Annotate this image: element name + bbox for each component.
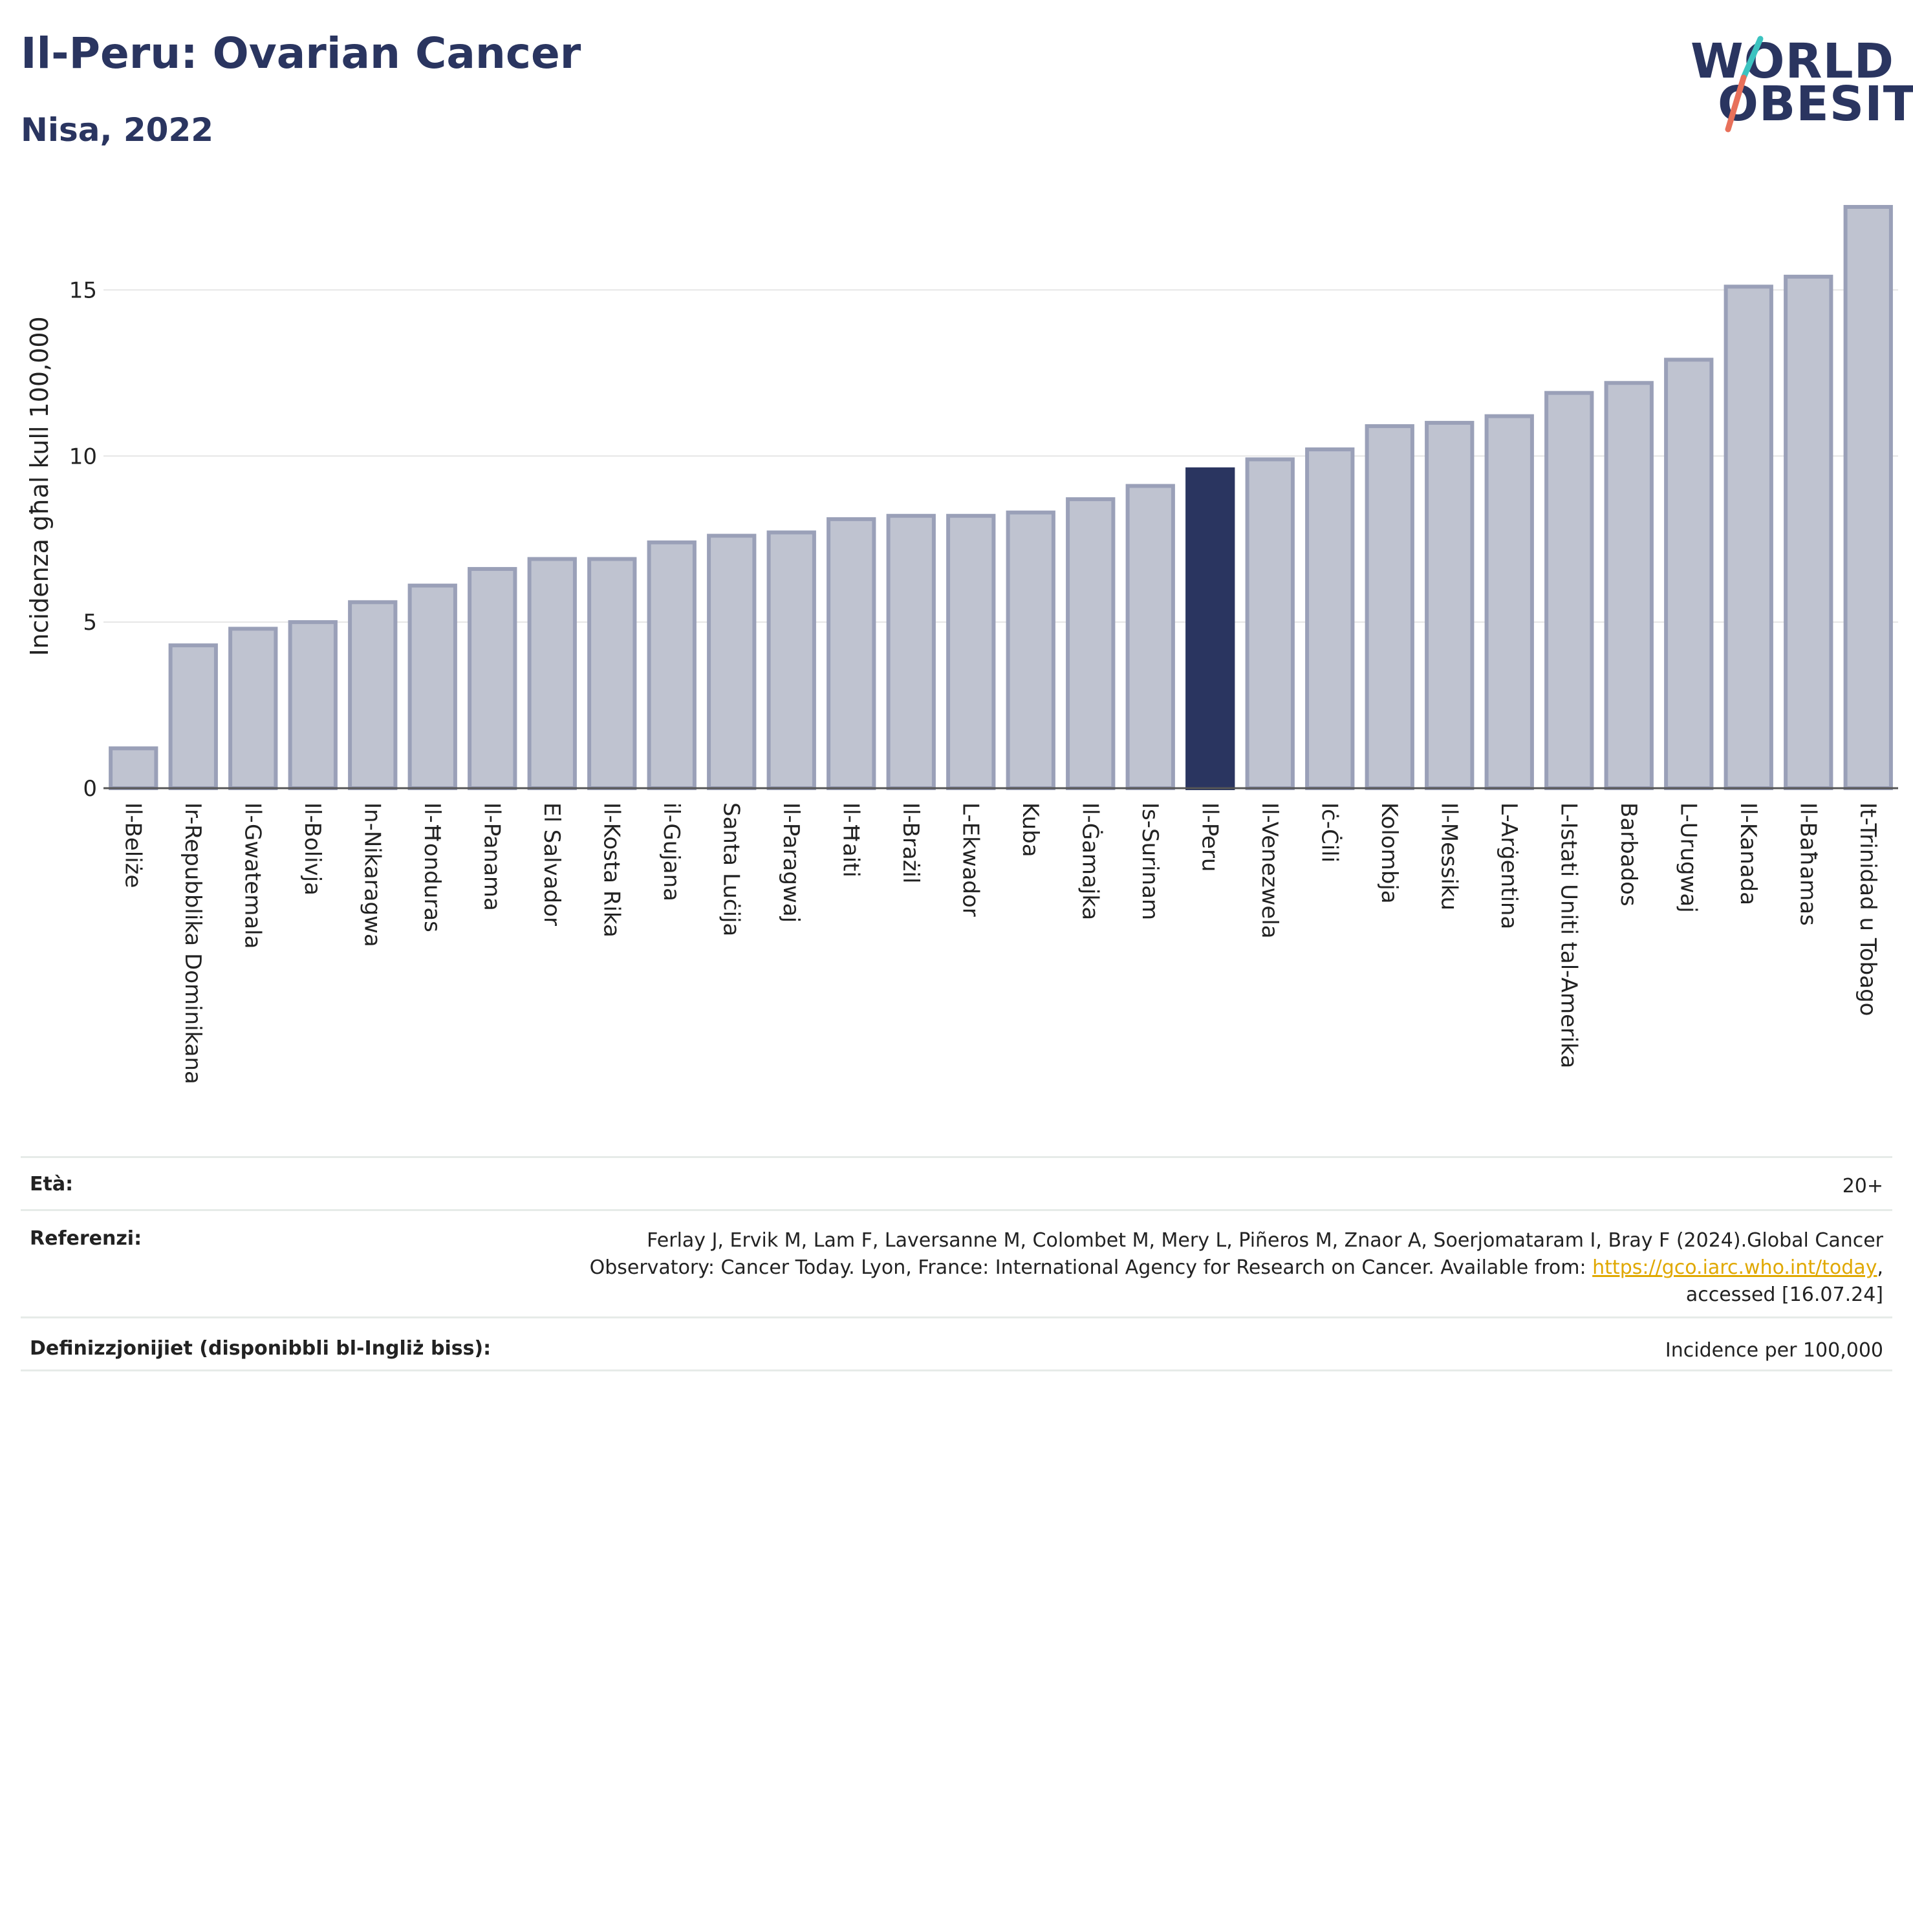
x-tick-label: Il-Panama <box>479 802 504 911</box>
y-tick-label: 10 <box>69 444 97 469</box>
x-tick-label: It-Trinidad u Tobago <box>1855 802 1881 1016</box>
bar <box>827 517 876 790</box>
x-tick-label: Il-Kanada <box>1735 802 1761 905</box>
chart-bars <box>109 205 1893 791</box>
definitions-value: Incidence per 100,000 <box>1665 1339 1883 1362</box>
bar <box>1724 284 1773 790</box>
x-tick-label: Barbados <box>1616 802 1641 907</box>
bar <box>1066 497 1116 790</box>
chart-axes: 0 5 10 15 Il-Beliże Ir-Repubblika Dominikana I… <box>69 277 1898 1084</box>
bar <box>527 557 577 791</box>
page-subtitle: Nisa, 2022 <box>21 111 214 149</box>
y-axis-label: Incidenza għal kull 100,000 <box>25 316 54 656</box>
bar <box>288 620 338 791</box>
page-title: Il-Peru: Ovarian Cancer <box>21 28 581 78</box>
reference-link[interactable]: https://gco.iarc.who.int/today <box>1592 1256 1877 1279</box>
x-tick-label: Kuba <box>1017 802 1043 857</box>
bar <box>1305 447 1355 790</box>
bar-chart: 0 5 10 15 Il-Beliże Ir-Repubblika Dominikana I… <box>25 205 1898 1084</box>
bar <box>886 513 936 790</box>
x-tick-label: L-Ekwador <box>957 802 983 917</box>
x-tick-label: Ir-Repubblika Dominikana <box>180 802 206 1084</box>
bar <box>407 583 457 790</box>
bar <box>109 746 158 790</box>
logo-text-line1: WORLD <box>1691 34 1895 89</box>
x-tick-label: Il-Messiku <box>1436 802 1462 910</box>
bar <box>707 533 757 790</box>
bar <box>1125 484 1175 791</box>
bar <box>1843 205 1893 790</box>
bar <box>1365 424 1414 790</box>
y-tick-label: 15 <box>69 277 97 303</box>
divider <box>21 1156 1892 1158</box>
x-tick-label: Il-Peru <box>1196 802 1222 872</box>
x-tick-label: El Salvador <box>539 802 565 926</box>
x-tick-label: Iċ-Ċili <box>1316 802 1343 863</box>
bar <box>468 566 517 790</box>
bar <box>587 557 637 791</box>
bar <box>1604 381 1654 790</box>
reference-line-2-end: , <box>1877 1256 1883 1279</box>
y-tick-label: 0 <box>83 776 97 802</box>
bar <box>168 643 218 790</box>
y-tick-label: 5 <box>83 610 97 636</box>
bar <box>1544 391 1594 790</box>
x-tick-label: Il-Kosta Rika <box>598 802 624 938</box>
definitions-label: Definizzjonijiet (disponibbli bl-Ingliż … <box>30 1337 492 1360</box>
x-tick-label: il-Gujana <box>658 802 684 901</box>
x-tick-label: Il-Venezwela <box>1257 802 1282 939</box>
x-tick-label: L-Istati Uniti tal-Amerika <box>1555 802 1581 1068</box>
x-tick-label: Il-Ġamajka <box>1077 802 1103 920</box>
x-tick-label: In-Nikaragwa <box>359 802 385 947</box>
references-text: Ferlay J, Ervik M, Lam F, Laversanne M, … <box>331 1227 1883 1309</box>
logo-slash-icon <box>1725 36 1764 133</box>
x-tick-label: Il-Ħaiti <box>838 802 863 877</box>
world-obesity-logo: WORLD OBESITY <box>1681 26 1913 142</box>
age-value: 20+ <box>1842 1175 1883 1197</box>
reference-line-2: Observatory: Cancer Today. Lyon, France:… <box>331 1254 1883 1282</box>
bar <box>1484 414 1534 790</box>
bar <box>946 513 996 790</box>
bar <box>1245 457 1295 790</box>
x-tick-label: Il-Bolivja <box>299 802 325 896</box>
x-tick-label: Il-Beliże <box>120 802 146 888</box>
divider <box>21 1369 1892 1371</box>
x-tick-label: Kolombja <box>1376 802 1402 904</box>
x-tick-label: Il-Gwatemala <box>239 802 265 949</box>
x-tick-label: Il-Brażil <box>898 802 924 883</box>
x-tick-label: Santa Luċija <box>718 802 744 936</box>
divider <box>21 1209 1892 1211</box>
age-label: Età: <box>30 1173 74 1196</box>
reference-line-3: accessed [16.07.24] <box>1685 1283 1883 1306</box>
bar <box>1006 510 1055 790</box>
bar <box>647 540 697 790</box>
x-tick-label: L-Arġentina <box>1496 802 1522 929</box>
divider <box>21 1316 1892 1318</box>
bar-highlight <box>1185 467 1235 790</box>
bar <box>766 530 816 790</box>
reference-line-1: Ferlay J, Ervik M, Lam F, Laversanne M, … <box>647 1229 1883 1252</box>
logo-text-line2: OBESITY <box>1718 76 1913 132</box>
bar <box>228 627 278 790</box>
bar <box>348 600 398 790</box>
references-label: Referenzi: <box>30 1227 142 1250</box>
x-tick-label: Is-Surinam <box>1137 802 1163 920</box>
x-tick-label: Il-Baħamas <box>1795 802 1821 926</box>
x-tick-label: Il-Paragwaj <box>778 802 804 923</box>
x-tick-label: Il-Ħonduras <box>419 802 445 932</box>
x-tick-label: L-Urugwaj <box>1675 802 1701 913</box>
bar <box>1664 358 1714 790</box>
metadata-table: Età: 20+ Referenzi: Ferlay J, Ervik M, L… <box>21 1156 1892 1932</box>
reference-line-2-text: Observatory: Cancer Today. Lyon, France:… <box>589 1256 1593 1279</box>
bar <box>1784 274 1833 790</box>
chart-gridlines <box>103 289 1898 623</box>
bar <box>1425 420 1475 790</box>
